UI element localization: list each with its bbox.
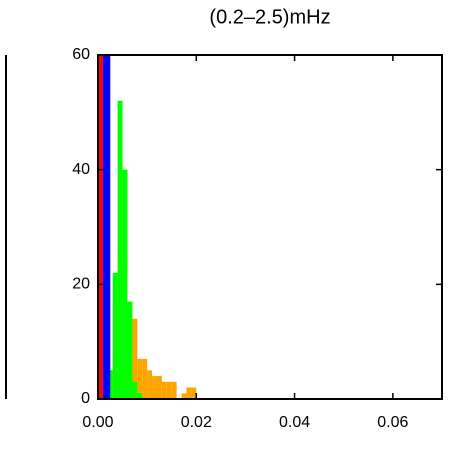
histogram-bar [156, 376, 162, 399]
histogram-bar [98, 55, 103, 399]
y-tick-label: 40 [72, 161, 90, 178]
histogram-bar [122, 169, 128, 399]
x-tick-label: 0.06 [377, 414, 408, 431]
histogram-bar [171, 381, 177, 399]
histogram-bar [137, 358, 143, 399]
histogram-bar [102, 55, 111, 399]
histogram-bar [161, 381, 167, 399]
histogram-bar [147, 370, 153, 399]
histogram-bar [191, 387, 197, 399]
y-tick-label: 0 [81, 390, 90, 407]
histogram-bar [152, 376, 157, 399]
histogram-bar [117, 100, 123, 399]
x-tick-label: 0.00 [82, 414, 113, 431]
histogram-bar [127, 301, 133, 399]
chart-title: (0.2–2.5)mHz [209, 6, 330, 28]
y-tick-label: 60 [72, 46, 90, 63]
plot-frame [97, 54, 443, 400]
x-tick-label: 0.02 [181, 414, 212, 431]
histogram-bar [107, 370, 113, 399]
histogram-bar [112, 272, 118, 399]
histogram-bar [181, 393, 187, 399]
histogram-bar [137, 393, 143, 399]
x-tick-label: 0.04 [279, 414, 310, 431]
histogram-bar [142, 358, 148, 399]
histogram-bar [186, 387, 192, 399]
histogram-bar [166, 381, 172, 399]
y-tick-label: 20 [72, 276, 90, 293]
histogram-bar [132, 381, 138, 399]
histogram-bar [132, 318, 138, 399]
